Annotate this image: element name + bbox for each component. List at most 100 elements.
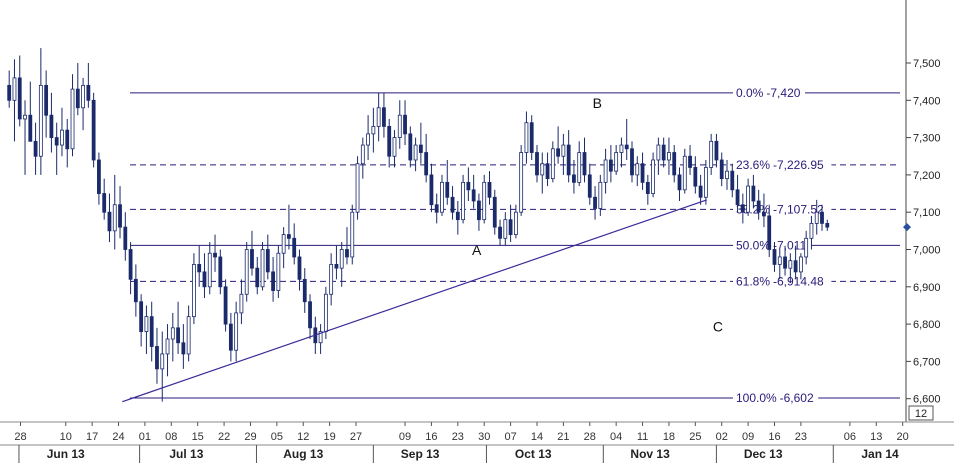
candle-body xyxy=(244,249,249,295)
candle-body xyxy=(86,84,91,101)
candle-body xyxy=(582,152,587,176)
day-tick-label: 14 xyxy=(531,431,543,443)
candle-body xyxy=(392,137,397,157)
candle-body xyxy=(366,133,370,146)
candle-body xyxy=(65,129,70,150)
candle-body xyxy=(28,114,33,142)
candle-body xyxy=(213,252,217,258)
candle-body xyxy=(265,249,270,273)
candle-body xyxy=(271,271,275,291)
candle-body xyxy=(455,211,460,221)
candle xyxy=(730,163,735,198)
candle-body xyxy=(756,200,761,213)
candle-body xyxy=(33,140,38,157)
candle-body xyxy=(318,331,323,344)
candle-body xyxy=(703,167,708,198)
y-tick-label: 7,200 xyxy=(913,170,941,182)
day-tick-label: 25 xyxy=(689,431,701,443)
candle-body xyxy=(23,114,27,120)
candle xyxy=(513,204,518,239)
candle-body xyxy=(667,152,671,161)
candle-body xyxy=(593,196,597,209)
candle xyxy=(556,126,561,164)
candle-body xyxy=(519,152,524,213)
day-tick-label: 02 xyxy=(716,431,728,443)
y-tick-label: 6,600 xyxy=(913,394,941,406)
candle-body xyxy=(403,114,407,135)
candle-body xyxy=(698,185,703,198)
candle xyxy=(661,137,666,168)
candle-body xyxy=(144,316,149,332)
candle xyxy=(318,324,323,354)
wave-label: C xyxy=(713,319,723,335)
candle xyxy=(17,55,22,127)
candle xyxy=(698,174,703,205)
candle-body xyxy=(798,256,803,273)
trendline xyxy=(122,199,707,403)
y-tick-label: 6,700 xyxy=(913,356,941,368)
candle xyxy=(149,301,154,362)
candle-body xyxy=(355,163,360,213)
fib-value-label: -6,914.48 xyxy=(773,274,824,288)
candle xyxy=(535,145,539,183)
candle-body xyxy=(234,312,239,351)
candle xyxy=(75,63,80,116)
candle-body xyxy=(376,107,381,127)
candlesticks xyxy=(7,48,830,402)
candle xyxy=(582,137,587,183)
y-tick-label: 7,500 xyxy=(913,58,941,70)
month-label: Jun 13 xyxy=(47,447,85,461)
candle-body xyxy=(281,234,286,254)
month-label: Aug 13 xyxy=(283,447,323,461)
candle-body xyxy=(740,204,745,213)
candle xyxy=(572,159,576,194)
candle-body xyxy=(160,353,165,370)
candle-body xyxy=(445,181,450,198)
candle xyxy=(408,126,413,168)
candle-body xyxy=(788,260,793,269)
candle-body xyxy=(498,226,502,239)
candle-body xyxy=(661,144,666,161)
candle-body xyxy=(287,234,291,239)
fib-label-bg xyxy=(733,274,832,288)
candle xyxy=(387,118,392,168)
candle xyxy=(788,253,793,284)
day-tick-label: 09 xyxy=(742,431,754,443)
candle xyxy=(213,234,217,272)
candle xyxy=(461,174,465,224)
candle xyxy=(234,301,239,362)
candle-body xyxy=(297,256,302,280)
candle xyxy=(693,156,698,194)
candle xyxy=(276,245,281,298)
candle xyxy=(139,294,144,347)
candle-body xyxy=(793,260,798,273)
candle xyxy=(360,137,365,179)
candle-body xyxy=(149,316,154,347)
fib-label-bg xyxy=(733,390,819,404)
candle-body xyxy=(587,174,592,198)
fib-value-label: -7,107.52 xyxy=(773,202,824,216)
candle xyxy=(783,245,787,276)
y-axis: 7,500 7,400 7,300 7,200 7,100 7,000 6,900 6,800… xyxy=(903,0,941,422)
candle-body xyxy=(44,84,49,116)
candle xyxy=(608,145,613,183)
candle xyxy=(746,178,751,216)
fib-value-label: -7,011 xyxy=(773,238,806,252)
candle-body xyxy=(202,271,207,288)
candle xyxy=(97,152,101,205)
candle-body xyxy=(38,84,43,157)
candle-body xyxy=(350,211,355,258)
day-tick-label: 04 xyxy=(610,431,622,443)
candle xyxy=(772,242,777,272)
candle xyxy=(809,215,814,250)
candle xyxy=(144,305,149,354)
candle-body xyxy=(197,264,202,273)
day-tick-label: 16 xyxy=(768,431,780,443)
candle-body xyxy=(329,264,334,295)
candle xyxy=(793,245,798,280)
candle-body xyxy=(345,249,349,258)
candle xyxy=(688,145,692,175)
candle xyxy=(598,174,603,216)
candle xyxy=(450,186,455,220)
